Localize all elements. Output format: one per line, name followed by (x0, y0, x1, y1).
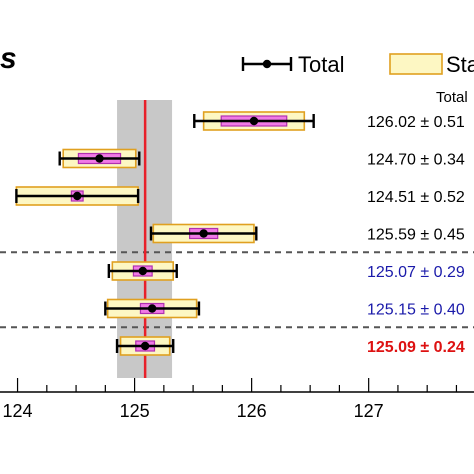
x-tick-label: 124 (3, 401, 33, 421)
central-value-point (138, 266, 147, 276)
central-value-point (140, 341, 150, 351)
value-label: 125.15 ± 0.40 (367, 302, 465, 319)
legend-total-point (262, 59, 272, 69)
value-label: 124.51 ± 0.52 (367, 189, 465, 206)
value-label: 124.70 ± 0.34 (367, 152, 465, 169)
x-tick-label: 126 (237, 401, 267, 421)
measurement-row-2: 124.51 ± 0.52 (15, 186, 465, 206)
measurement-row-1: 124.70 ± 0.34 (58, 148, 465, 169)
central-value-point (199, 229, 208, 238)
measurement-row-0: 126.02 ± 0.51 (193, 111, 465, 131)
measurement-row-5: 125.15 ± 0.40 (104, 298, 465, 319)
measurement-row-3: 125.59 ± 0.45 (149, 223, 465, 244)
header-label: Total (436, 89, 468, 106)
legend-total-label: Total (298, 52, 344, 77)
legend-stat-box (389, 53, 443, 75)
central-value-point (73, 191, 82, 201)
measurement-row-6: 125.09 ± 0.24 (115, 336, 465, 356)
corner-text: s (0, 42, 17, 75)
x-tick-label: 125 (120, 401, 150, 421)
value-label: 125.09 ± 0.24 (367, 339, 465, 356)
x-tick-label: 127 (354, 401, 384, 421)
measurement-row-4: 125.07 ± 0.29 (107, 261, 465, 281)
value-label: 125.59 ± 0.45 (367, 227, 465, 244)
central-value-point (249, 116, 259, 126)
value-label: 125.07 ± 0.29 (367, 264, 465, 281)
central-value-point (95, 154, 104, 163)
legend-stat-label: Sta (446, 52, 474, 77)
central-value-point (147, 304, 157, 313)
value-label: 126.02 ± 0.51 (367, 114, 465, 131)
